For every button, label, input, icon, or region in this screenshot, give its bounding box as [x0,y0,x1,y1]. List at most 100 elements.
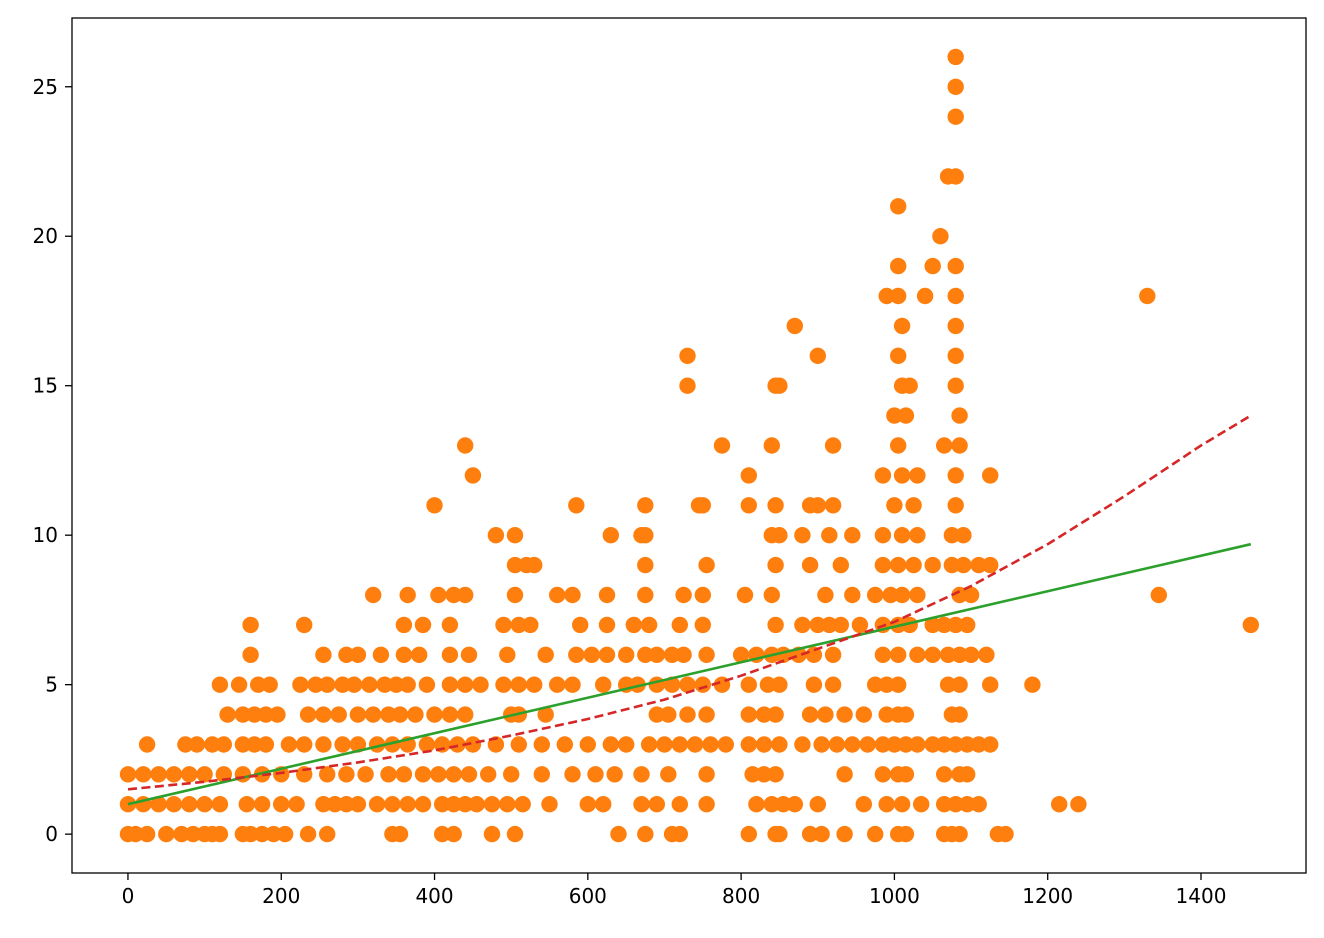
scatter-point [533,766,550,783]
scatter-point [583,646,600,663]
scatter-point [299,706,317,723]
scatter-point [399,676,416,693]
scatter-point [449,736,466,753]
scatter-point [767,706,784,723]
scatter-point [893,467,911,484]
scatter-point [970,796,987,813]
scatter-point [188,736,206,753]
scatter-point [970,736,987,753]
scatter-point [867,825,884,843]
y-tick-label: 25 [33,75,58,99]
scatter-point [824,646,842,663]
scatter-point [572,616,589,634]
scatter-point [890,437,907,454]
y-axis-ticks: 0 5 10 15 20 25 [33,75,72,846]
scatter-point [380,706,397,723]
scatter-point [748,796,765,813]
scatter-point [414,616,432,634]
scatter-point [372,646,390,663]
scatter-point [978,646,995,663]
scatter-point [671,825,688,843]
scatter-point [418,736,436,753]
scatter-point [936,736,953,753]
scatter-point [890,347,907,364]
scatter-point [740,736,757,753]
scatter-point [771,676,788,693]
scatter-point [943,527,961,544]
scatter-point [893,527,911,544]
scatter-point [296,736,313,753]
scatter-point [483,796,501,813]
scatter-point [947,467,964,484]
scatter-point [426,497,443,514]
scatter-point [939,646,957,663]
scatter-point [181,766,198,783]
scatter-point [380,766,397,783]
scatter-point [338,766,355,783]
scatter-point [499,796,516,813]
scatter-point [763,796,780,813]
y-tick-label: 5 [45,673,58,697]
scatter-point [905,497,922,514]
scatter-point [526,556,543,574]
scatter-point [947,616,964,634]
scatter-point [165,766,183,783]
scatter-point [951,676,968,693]
scatter-point [648,706,665,723]
scatter-point [951,646,968,663]
scatter-point [694,586,711,604]
scatter-point [947,78,964,96]
scatter-point [637,527,654,544]
scatter-point [637,556,654,574]
scatter-point [740,706,757,723]
scatter-point [771,825,788,843]
scatter-point [794,736,811,753]
scatter-point [460,766,478,783]
scatter-point [150,766,167,783]
scatter-point [859,736,876,753]
scatter-point [932,228,949,245]
scatter-point [855,796,872,813]
scatter-point [418,676,436,693]
scatter-point [441,706,459,723]
scatter-point [196,766,213,783]
scatter-point [955,556,972,574]
scatter-point [349,736,367,753]
scatter-point [836,825,853,843]
scatter-point [568,497,585,514]
plot-frame [71,17,1307,874]
scatter-point [698,556,715,574]
scatter-point [717,736,734,753]
scatter-point [315,796,332,813]
scatter-point [943,556,961,574]
scatter-point [292,676,309,693]
scatter-point [671,736,688,753]
scatter-point [786,317,803,335]
scatter-point [736,586,754,604]
scatter-point [598,646,616,663]
scatter-point [238,796,255,813]
scatter-points [119,48,1260,843]
scatter-point [1070,796,1087,813]
scatter-point [909,527,926,544]
scatter-point [468,796,485,813]
scatter-point [890,257,907,275]
x-tick-label: 800 [722,884,760,908]
scatter-point [890,676,907,693]
scatter-point [257,706,275,723]
scatter-point [633,796,650,813]
scatter-point [828,736,846,753]
scatter-point [391,706,409,723]
scatter-point [204,736,221,753]
scatter-point [771,736,788,753]
scatter-point [158,825,175,843]
x-tick-label: 1200 [1022,884,1073,908]
scatter-point [334,736,351,753]
scatter-point [445,796,462,813]
scatter-point [625,616,642,634]
scatter-point [867,586,884,604]
scatter-point [1242,616,1260,634]
scatter-point [824,676,842,693]
scatter-point [713,437,731,454]
scatter-point [909,467,926,484]
